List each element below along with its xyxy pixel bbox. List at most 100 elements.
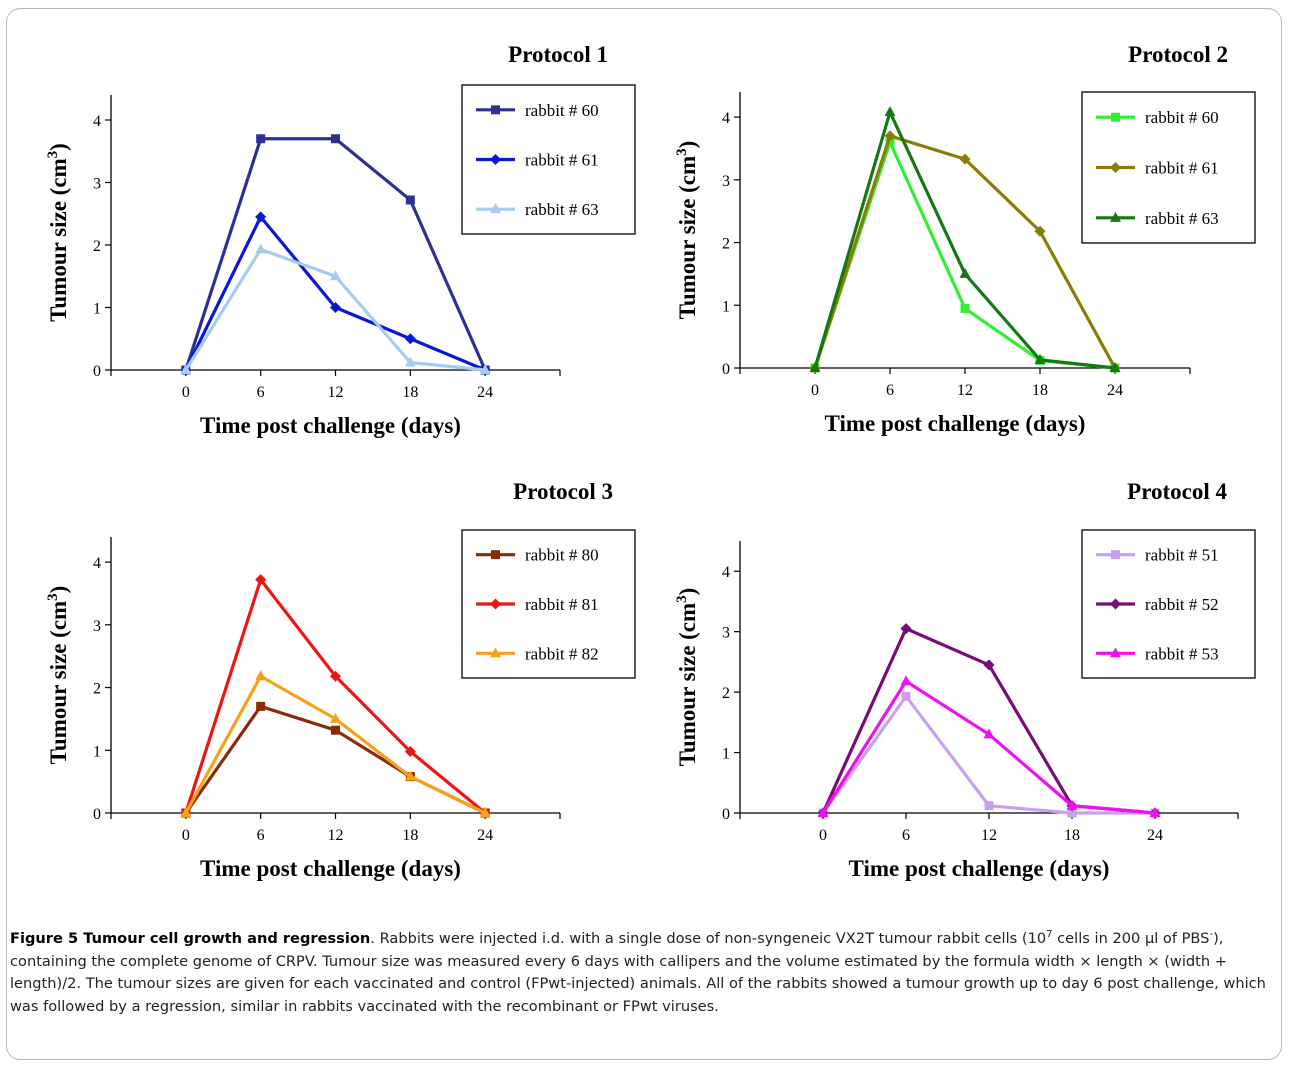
data-point	[809, 362, 821, 372]
y-axis-label-end: )	[675, 141, 700, 149]
caption-sup-1: 7	[1046, 929, 1053, 941]
y-axis-label-main: Tumour size (cm	[675, 603, 700, 767]
data-point	[255, 574, 267, 586]
x-tick-label: 18	[1064, 827, 1080, 844]
y-axis-label-sup: 3	[45, 593, 61, 601]
figure-frame	[6, 8, 1282, 1060]
x-tick-label: 12	[328, 827, 344, 844]
caption-label: Figure 5 Tumour cell growth and regressi…	[10, 930, 371, 947]
y-tick-label: 1	[722, 298, 730, 315]
y-axis-label-sup: 3	[674, 148, 690, 156]
legend-marker	[490, 154, 501, 165]
x-tick-label: 6	[902, 827, 910, 844]
legend-marker	[1110, 211, 1121, 222]
x-axis-label: Time post challenge (days)	[200, 856, 461, 881]
legend-marker	[490, 203, 501, 214]
legend-marker	[1110, 162, 1121, 173]
caption-text-1: . Rabbits were injected i.d. with a sing…	[370, 930, 1047, 947]
legend-marker	[491, 105, 500, 115]
x-axis-label: Time post challenge (days)	[849, 856, 1110, 881]
data-point	[959, 267, 971, 278]
y-axis-label: Tumour size (cm3)	[674, 141, 700, 320]
chart-title: Protocol 1	[508, 42, 608, 67]
x-tick-label: 6	[257, 384, 265, 401]
x-tick-label: 18	[1032, 382, 1048, 399]
x-tick-label: 6	[257, 827, 265, 844]
y-axis-label: Tumour size (cm3)	[45, 143, 71, 322]
data-point	[404, 333, 416, 345]
y-axis-label: Tumour size (cm3)	[674, 588, 700, 767]
data-point	[255, 211, 267, 223]
legend-label: rabbit # 60	[1145, 108, 1219, 127]
data-point	[884, 106, 896, 117]
y-tick-label: 3	[722, 173, 730, 190]
y-tick-label: 2	[93, 238, 101, 255]
y-tick-label: 0	[722, 806, 730, 823]
y-axis-label-end: )	[675, 588, 700, 596]
series-3	[817, 675, 1161, 817]
data-point	[404, 356, 416, 367]
legend: rabbit # 60 rabbit # 61 rabbit # 63	[461, 84, 636, 235]
data-point	[255, 670, 267, 681]
x-axis-label: Time post challenge (days)	[200, 413, 461, 438]
data-point	[331, 134, 340, 144]
legend-label: rabbit # 82	[525, 644, 599, 663]
legend-label: rabbit # 51	[1145, 546, 1219, 565]
data-point	[405, 195, 415, 205]
data-point	[885, 137, 895, 147]
data-point	[330, 270, 341, 281]
data-point	[479, 807, 491, 817]
data-point	[404, 746, 416, 758]
y-tick-label: 3	[93, 618, 101, 635]
data-point	[330, 670, 341, 682]
data-point	[1067, 808, 1077, 818]
data-point	[900, 623, 912, 635]
y-axis-label-sup: 3	[45, 151, 61, 159]
legend: rabbit # 60 rabbit # 61 rabbit # 63	[1081, 91, 1256, 244]
x-tick-label: 18	[402, 384, 418, 401]
data-point	[479, 364, 491, 374]
data-point	[960, 303, 970, 313]
legend-marker	[1110, 598, 1121, 610]
legend-marker	[490, 647, 501, 658]
legend-label: rabbit # 61	[525, 151, 599, 170]
legend-label: rabbit # 81	[525, 595, 599, 614]
series-3	[180, 243, 491, 374]
data-point	[330, 302, 341, 313]
series-line	[821, 694, 1155, 815]
caption-text-2: cells in 200 µl of PBS	[1052, 930, 1210, 947]
chart-title: Protocol 3	[513, 479, 613, 504]
y-tick-label: 2	[93, 681, 101, 698]
y-tick-label: 0	[93, 363, 101, 380]
legend: rabbit # 51 rabbit # 52 rabbit # 53	[1081, 529, 1256, 679]
data-point	[984, 801, 994, 811]
x-tick-label: 24	[477, 384, 493, 401]
legend-label: rabbit # 63	[1145, 209, 1219, 228]
data-point	[1109, 362, 1121, 372]
legend-marker	[490, 598, 501, 610]
data-point	[817, 807, 829, 817]
x-tick-label: 6	[886, 382, 894, 399]
y-tick-label: 4	[722, 110, 730, 127]
legend-label: rabbit # 53	[1145, 644, 1219, 663]
data-point	[331, 725, 340, 735]
data-point	[901, 691, 911, 701]
y-tick-label: 1	[93, 301, 101, 318]
y-tick-label: 1	[722, 746, 730, 763]
series-3	[809, 106, 1121, 372]
data-point	[330, 712, 341, 723]
data-point	[255, 243, 267, 254]
data-point	[884, 130, 896, 142]
data-point	[180, 807, 192, 817]
legend-marker	[1110, 647, 1121, 658]
legend-label: rabbit # 80	[525, 546, 599, 565]
y-axis-label-sup: 3	[674, 595, 690, 603]
data-point	[1034, 353, 1046, 364]
y-tick-label: 2	[722, 685, 730, 702]
y-axis-label-main: Tumour size (cm	[675, 156, 700, 320]
legend-label: rabbit # 61	[1145, 159, 1219, 178]
data-point	[180, 364, 192, 374]
figure-caption: Figure 5 Tumour cell growth and regressi…	[10, 928, 1272, 1018]
